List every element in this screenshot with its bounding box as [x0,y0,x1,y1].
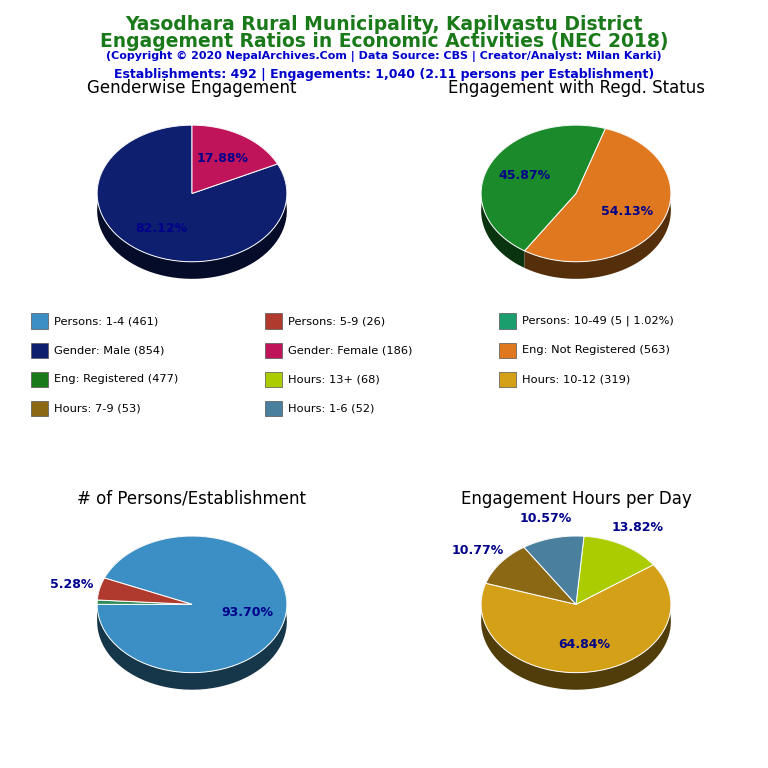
Polygon shape [576,536,654,604]
Polygon shape [481,125,605,251]
Text: Persons: 10-49 (5 | 1.02%): Persons: 10-49 (5 | 1.02%) [522,316,674,326]
Text: Establishments: 492 | Engagements: 1,040 (2.11 persons per Establishment): Establishments: 492 | Engagements: 1,040… [114,68,654,81]
Text: 54.13%: 54.13% [601,204,654,217]
Title: Engagement Hours per Day: Engagement Hours per Day [461,490,691,508]
Polygon shape [486,548,524,601]
Polygon shape [481,564,671,673]
Polygon shape [192,125,277,181]
Text: Eng: Not Registered (563): Eng: Not Registered (563) [522,345,670,356]
Text: 10.77%: 10.77% [452,544,504,557]
Text: Hours: 7-9 (53): Hours: 7-9 (53) [54,403,141,414]
Text: (Copyright © 2020 NepalArchives.Com | Data Source: CBS | Creator/Analyst: Milan : (Copyright © 2020 NepalArchives.Com | Da… [106,51,662,61]
Text: Persons: 5-9 (26): Persons: 5-9 (26) [288,316,385,326]
Polygon shape [97,125,287,262]
Polygon shape [584,536,654,582]
Polygon shape [97,536,287,673]
Polygon shape [97,536,287,690]
Text: 64.84%: 64.84% [558,638,611,651]
Text: 10.57%: 10.57% [520,511,572,525]
Text: Persons: 1-4 (461): Persons: 1-4 (461) [54,316,158,326]
Text: Hours: 10-12 (319): Hours: 10-12 (319) [522,374,631,385]
Text: Hours: 1-6 (52): Hours: 1-6 (52) [288,403,374,414]
Text: Gender: Female (186): Gender: Female (186) [288,345,412,356]
Text: Hours: 13+ (68): Hours: 13+ (68) [288,374,379,385]
Polygon shape [525,128,671,279]
Text: Eng: Registered (477): Eng: Registered (477) [54,374,178,385]
Text: 45.87%: 45.87% [498,170,551,182]
Title: Engagement with Regd. Status: Engagement with Regd. Status [448,79,704,97]
Polygon shape [481,564,671,690]
Text: Gender: Male (854): Gender: Male (854) [54,345,164,356]
Polygon shape [481,125,605,268]
Text: Yasodhara Rural Municipality, Kapilvastu District: Yasodhara Rural Municipality, Kapilvastu… [125,15,643,35]
Text: 13.82%: 13.82% [611,521,663,534]
Text: 5.28%: 5.28% [50,578,94,591]
Text: Engagement Ratios in Economic Activities (NEC 2018): Engagement Ratios in Economic Activities… [100,32,668,51]
Polygon shape [524,536,584,564]
Polygon shape [486,548,576,604]
Text: 82.12%: 82.12% [136,222,187,235]
Text: 93.70%: 93.70% [222,606,274,619]
Polygon shape [98,578,104,617]
Polygon shape [97,600,192,604]
Polygon shape [97,125,287,279]
Title: Genderwise Engagement: Genderwise Engagement [88,79,296,97]
Polygon shape [192,125,277,194]
Text: 17.88%: 17.88% [197,152,248,165]
Title: # of Persons/Establishment: # of Persons/Establishment [78,490,306,508]
Polygon shape [524,536,584,604]
Polygon shape [525,128,671,262]
Polygon shape [98,578,192,604]
